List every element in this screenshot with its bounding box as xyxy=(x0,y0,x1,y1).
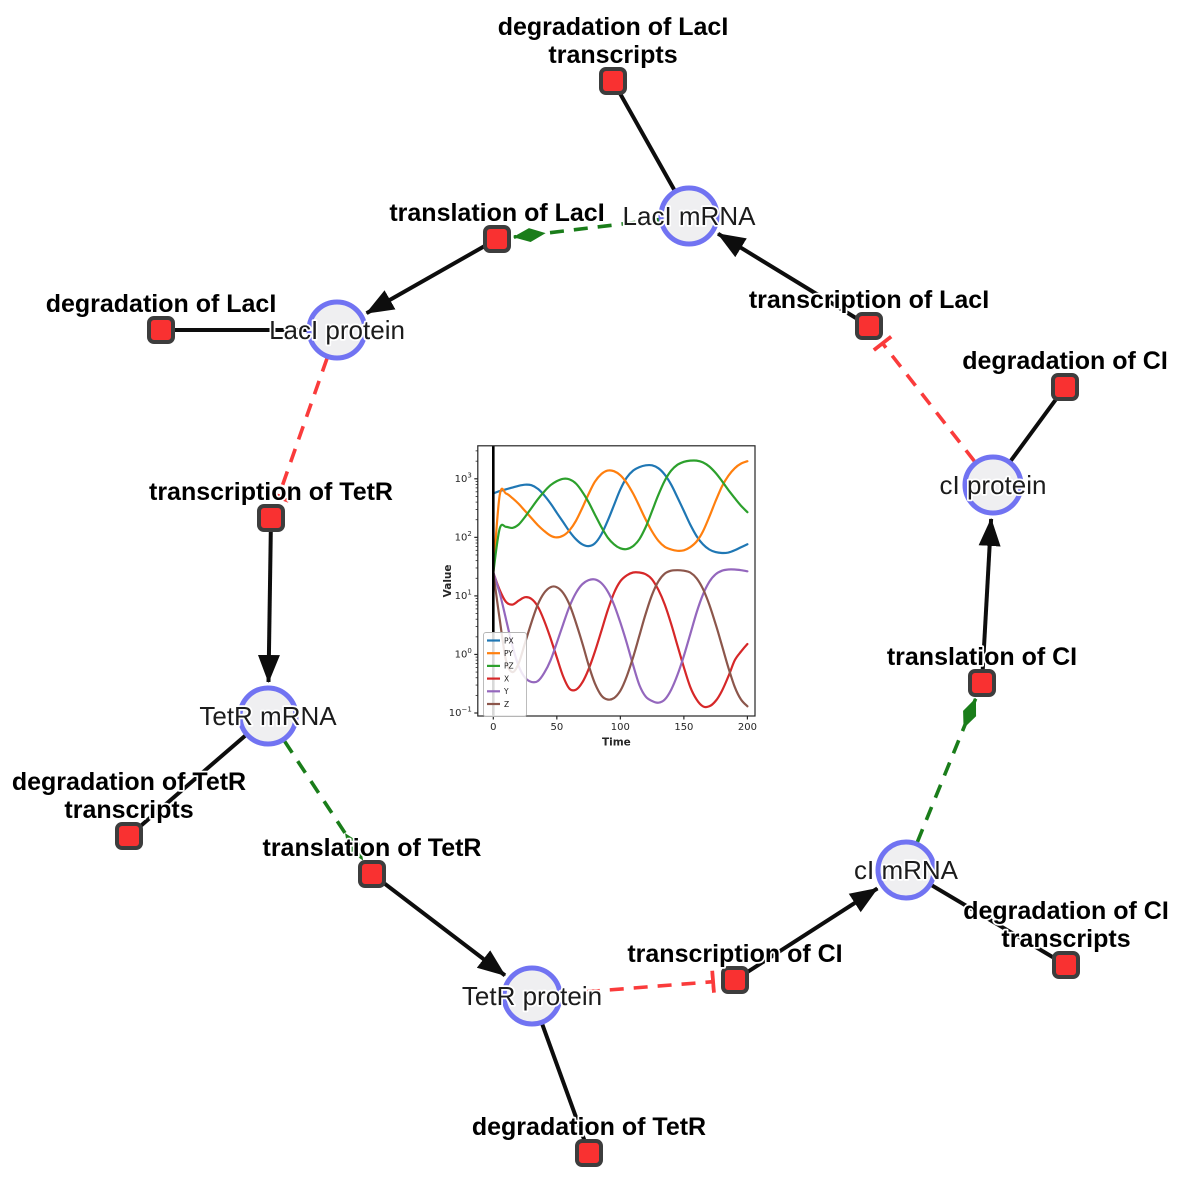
reaction-label-txn_laci: transcription of LacI xyxy=(749,286,989,314)
reaction-label-deg_ci: degradation of CI xyxy=(962,347,1168,375)
reaction-node-transl_tetr[interactable] xyxy=(358,860,386,888)
legend-entry-PY: PY xyxy=(504,649,513,658)
y-axis-tick-label: 103 xyxy=(455,471,472,485)
reaction-label-transl_ci: translation of CI xyxy=(887,643,1077,671)
reaction-node-deg_ci[interactable] xyxy=(1051,373,1079,401)
edge-consumption-tetr_mrna-deg_tetr_tx xyxy=(127,734,247,838)
reaction-label-txn_tetr: transcription of TetR xyxy=(149,478,393,506)
edge-production-txn_tetr-tetr_mrna xyxy=(257,517,280,684)
reaction-label-deg_laci: degradation of LacI xyxy=(46,290,277,318)
edge-consumption-laci_mrna-deg_laci_tx xyxy=(611,80,677,191)
series-line-Z xyxy=(492,569,749,708)
reaction-label-deg_ci_tx: degradation of CI xyxy=(963,897,1169,925)
chart-series-group xyxy=(492,459,749,709)
reaction-node-txn_tetr[interactable] xyxy=(257,504,285,532)
x-axis-tick-label: 100 xyxy=(611,722,630,733)
edge-modifier-ci_mrna-transl_ci xyxy=(915,697,978,843)
legend-entry-Y: Y xyxy=(503,687,509,696)
reaction-label-deg_tetr_tx: degradation of TetR xyxy=(12,768,246,796)
reaction-label-transl_laci: translation of LacI xyxy=(389,199,604,227)
edge-production-txn_ci-ci_mrna xyxy=(733,886,879,982)
species-node-ci_protein[interactable] xyxy=(962,454,1024,516)
reaction-label-transl_tetr: translation of TetR xyxy=(263,834,482,862)
edge-inhibition-ci_protein-txn_laci xyxy=(872,335,976,463)
y-axis-tick-label: 102 xyxy=(455,530,472,544)
legend-entry-Z: Z xyxy=(504,700,509,709)
species-node-laci_protein[interactable] xyxy=(306,299,368,361)
species-label-tetr_mrna: TetR mRNA xyxy=(199,701,337,731)
x-axis-tick-label: 0 xyxy=(490,722,496,733)
legend-entry-PX: PX xyxy=(504,636,514,645)
edge-production-txn_laci-laci_mrna xyxy=(716,232,871,328)
edge-production-transl_tetr-tetr_protein xyxy=(370,872,507,977)
edge-production-transl_ci-ci_protein xyxy=(978,517,1001,684)
series-line-PX xyxy=(492,463,749,555)
reaction-node-transl_ci[interactable] xyxy=(968,669,996,697)
species-label-ci_protein: cI protein xyxy=(940,470,1047,500)
reaction-label-deg_ci_tx: transcripts xyxy=(1001,925,1130,953)
reaction-node-deg_tetr[interactable] xyxy=(575,1139,603,1167)
reaction-node-deg_ci_tx[interactable] xyxy=(1052,951,1080,979)
reaction-label-deg_tetr_tx: transcripts xyxy=(64,796,193,824)
reaction-node-txn_ci[interactable] xyxy=(721,966,749,994)
edge-inhibition-laci_protein-txn_tetr xyxy=(267,357,329,503)
edge-inhibition-tetr_protein-txn_ci xyxy=(561,970,716,996)
species-node-tetr_protein[interactable] xyxy=(501,965,563,1027)
y-axis-title: Value xyxy=(442,564,454,597)
reaction-label-deg_laci_tx: transcripts xyxy=(548,41,677,69)
nodes-layer xyxy=(115,67,1080,1167)
labels-layer: LacI mRNA LacI protein TetR mRNA TetR prote… xyxy=(10,11,1170,1143)
edge-consumption-ci_mrna-deg_ci_tx xyxy=(930,883,1068,967)
species-node-ci_mrna[interactable] xyxy=(875,839,937,901)
edges-layer xyxy=(127,80,1068,1154)
reaction-node-txn_laci[interactable] xyxy=(855,312,883,340)
series-line-X xyxy=(492,571,749,709)
inset-chart: 0 50 100 150 20010310210110010−1TimeValuePXP… xyxy=(442,445,757,749)
x-axis-tick-label: 200 xyxy=(738,722,757,733)
series-line-PZ xyxy=(492,459,749,574)
x-axis-tick-label: 50 xyxy=(550,722,563,733)
x-axis-title: Time xyxy=(602,737,631,749)
legend-entry-X: X xyxy=(504,674,509,683)
legend: PX PY PZ XYZ xyxy=(483,632,527,717)
reaction-node-deg_tetr_tx[interactable] xyxy=(115,822,143,850)
series-line-PY xyxy=(492,460,749,574)
edge-modifier-laci_mrna-transl_laci xyxy=(512,217,660,243)
reaction-node-deg_laci[interactable] xyxy=(147,316,175,344)
y-axis-tick-label: 100 xyxy=(455,647,472,661)
species-node-laci_mrna[interactable] xyxy=(658,185,720,247)
x-axis-tick-label: 150 xyxy=(674,722,693,733)
reaction-label-deg_laci_tx: degradation of LacI xyxy=(498,13,729,41)
y-axis-tick-label: 10−1 xyxy=(449,706,472,720)
reaction-node-deg_laci_tx[interactable] xyxy=(599,67,627,95)
species-label-ci_mrna: cI mRNA xyxy=(854,855,959,885)
species-label-laci_protein: LacI protein xyxy=(269,315,405,345)
chart-frame xyxy=(477,445,756,717)
legend-entry-PZ: PZ xyxy=(504,662,514,671)
y-axis-tick-label: 101 xyxy=(455,588,472,602)
species-label-tetr_protein: TetR protein xyxy=(462,981,602,1011)
reaction-label-deg_tetr: degradation of TetR xyxy=(472,1113,706,1141)
species-label-laci_mrna: LacI mRNA xyxy=(623,201,757,231)
species-node-tetr_mrna[interactable] xyxy=(237,685,299,747)
edge-consumption-tetr_protein-deg_tetr xyxy=(540,1023,591,1154)
edge-production-transl_laci-laci_protein xyxy=(365,237,498,315)
reaction-node-transl_laci[interactable] xyxy=(483,225,511,253)
reaction-label-txn_ci: transcription of CI xyxy=(627,940,842,968)
